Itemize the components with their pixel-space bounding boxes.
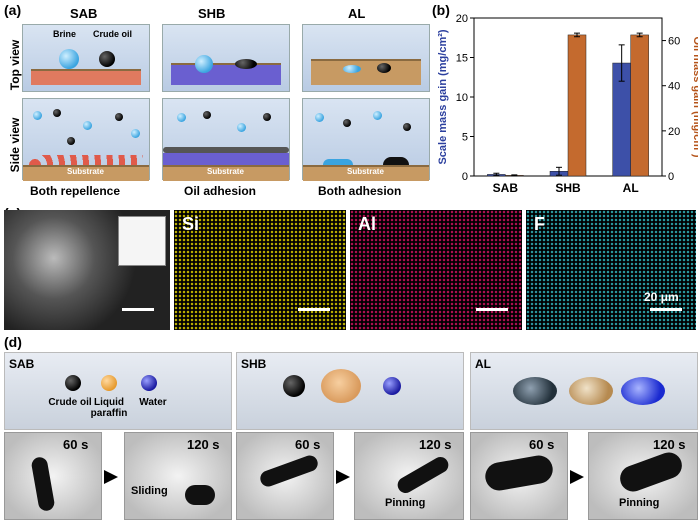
caption-shb: Oil adhesion (184, 184, 257, 198)
brine-label: Brine (53, 29, 77, 39)
sab-dish-120s: 120 s Sliding (124, 432, 232, 520)
row-label-side: Side view (8, 117, 22, 173)
shb-dish-120s: 120 s Pinning (354, 432, 464, 520)
al-label: Al (358, 214, 376, 234)
row-label-top: Top view (8, 39, 22, 91)
top-view-shb (162, 24, 290, 92)
scale-text: 20 μm (644, 290, 679, 304)
f-label: F (534, 214, 545, 234)
pinning-label-shb: Pinning (385, 497, 426, 509)
side-view-shb: Substrate (162, 98, 290, 181)
top-view-sab: Brine Crude oil (22, 24, 150, 92)
droplet-photo-sab: SAB Crude oil Liquid paraffin Water (4, 352, 232, 430)
shb-dish-60s: 60 s (236, 432, 334, 520)
y2-axis-title: Oil mass gain (mg/cm²) (691, 36, 698, 157)
sab-dish-60s: 60 s (4, 432, 102, 520)
eds-si-map: Si (174, 210, 346, 330)
panel-d-label: (d) (4, 334, 22, 350)
brine-drop (59, 49, 79, 69)
y-tick-label: 15 (456, 53, 468, 65)
liquid-label-paraffin: Liquid paraffin (90, 397, 128, 419)
al-dish-120s: 120 s Pinning (588, 432, 698, 520)
y-tick-label: 10 (456, 92, 468, 104)
crude-oil-label: Crude oil (93, 29, 133, 39)
droplet-photo-al: AL (470, 352, 698, 430)
pinning-label-al: Pinning (619, 497, 660, 509)
liquid-label-crude: Crude oil (48, 397, 92, 408)
y-tick-label: 5 (462, 132, 468, 144)
sem-image (4, 210, 170, 330)
caption-al: Both adhesion (318, 184, 402, 198)
mass-gain-chart: 0 5 10 15 20 0 20 40 60 SAB SHB AL Scale mass gain (… (437, 13, 698, 195)
si-label: Si (182, 214, 200, 234)
panel-a-label: (a) (4, 2, 22, 18)
y-axis-title: Scale mass gain (mg/cm²) (437, 29, 449, 164)
side-view-al: Substrate (302, 98, 430, 181)
y-tick-label: 20 (456, 13, 468, 25)
al-dish-60s: 60 s (470, 432, 568, 520)
arrow-sab (104, 470, 118, 484)
eds-al-map: Al (350, 210, 522, 330)
eds-f-map: F 20 μm (526, 210, 696, 330)
y2-tick-label: 0 (668, 171, 674, 183)
y-tick-label: 0 (462, 171, 468, 183)
x-tick-label: SAB (493, 181, 519, 195)
arrow-al (570, 470, 584, 484)
col-title-shb: SHB (198, 6, 226, 21)
coating-photo-inset (118, 216, 166, 266)
x-tick-label: SHB (555, 181, 581, 195)
y2-tick-label: 60 (668, 36, 680, 48)
scale-bar (122, 308, 154, 311)
y2-tick-label: 20 (668, 126, 680, 138)
bar (567, 34, 587, 177)
liquid-label-water: Water (139, 397, 167, 408)
side-view-sab: Substrate (22, 98, 150, 181)
crude-oil-drop (99, 51, 115, 67)
col-title-sab: SAB (70, 6, 98, 21)
top-view-al (302, 24, 430, 92)
sliding-label: Sliding (131, 485, 168, 497)
arrow-shb (336, 470, 350, 484)
caption-sab: Both repellence (30, 184, 121, 198)
bar (630, 34, 649, 177)
col-title-al: AL (348, 6, 366, 21)
panel-b-label: (b) (432, 2, 450, 18)
x-tick-label: AL (623, 181, 639, 195)
droplet-photo-shb: SHB (236, 352, 464, 430)
y2-tick-label: 40 (668, 81, 680, 93)
